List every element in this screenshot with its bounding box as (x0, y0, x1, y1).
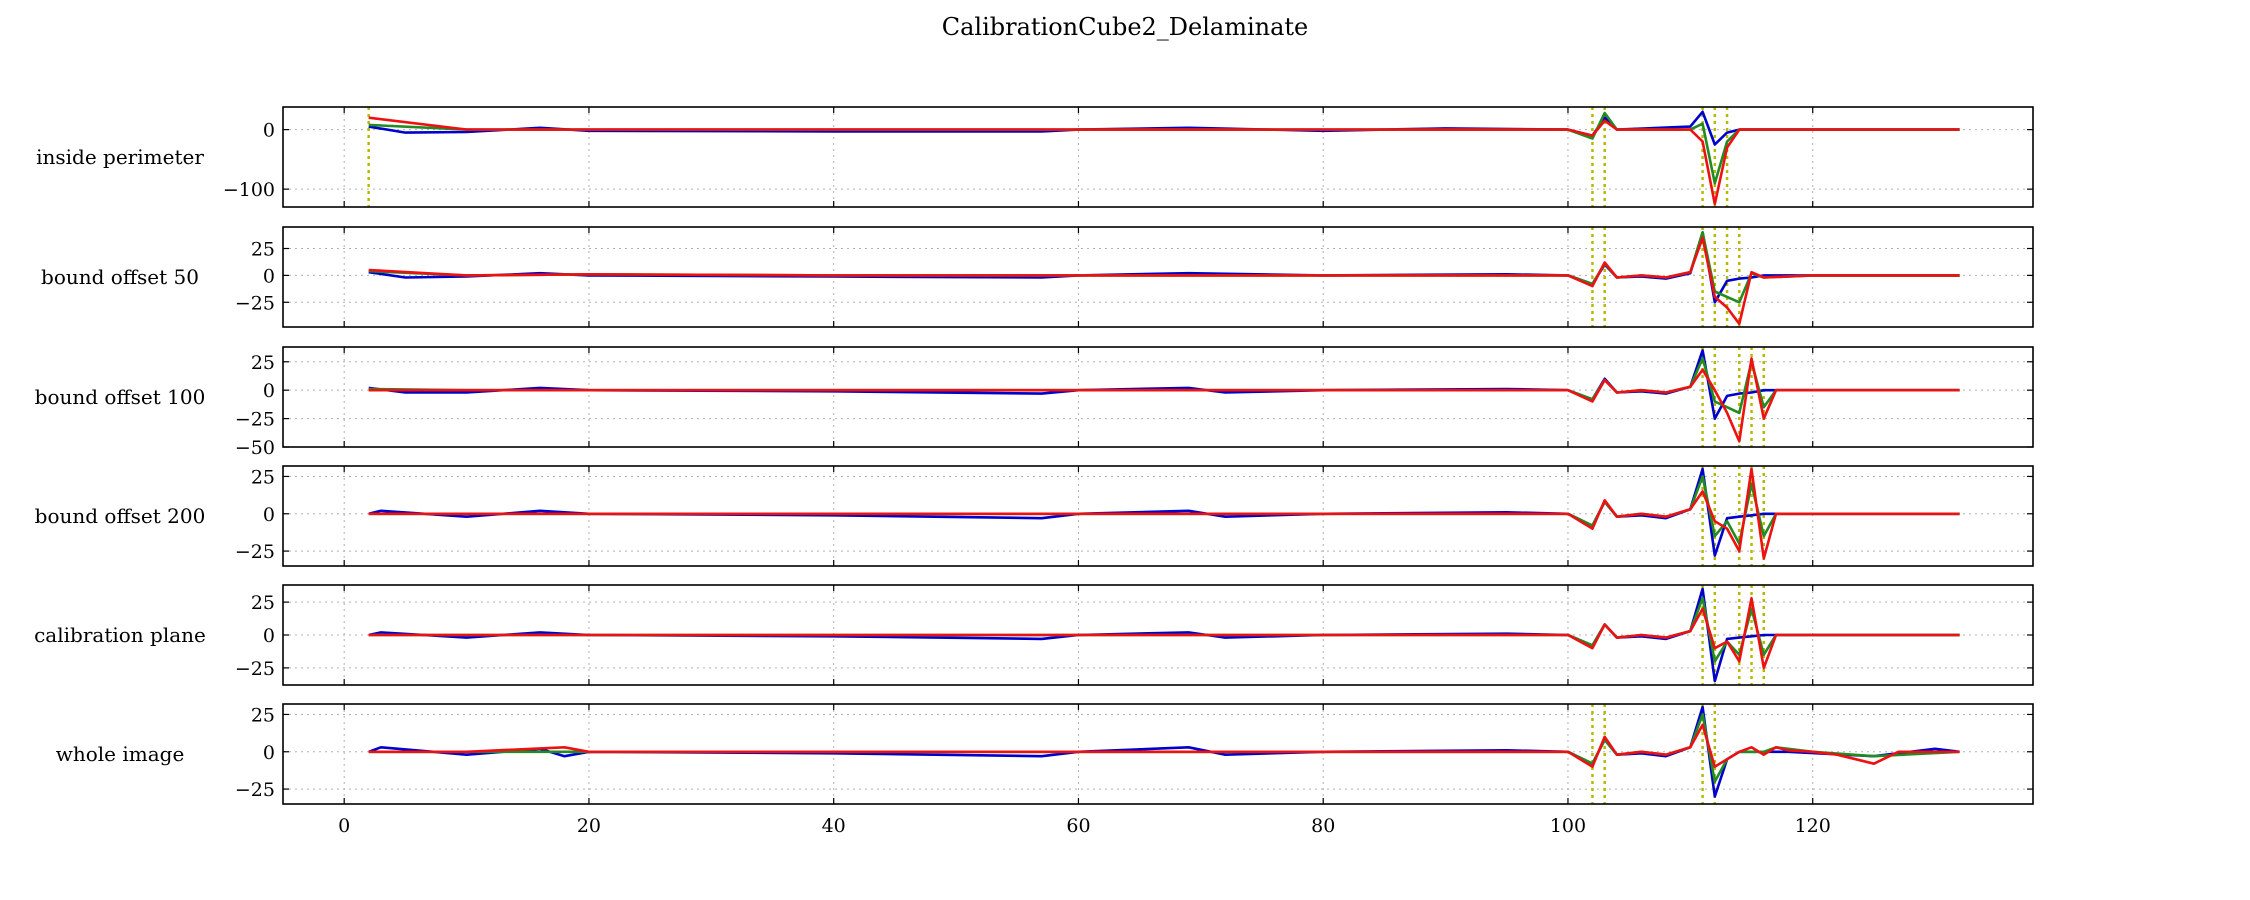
series-line-blue (368, 110, 1960, 146)
y-tick-label: −100 (223, 179, 275, 201)
x-tick-label: 20 (577, 815, 601, 837)
x-tick-label: 80 (1311, 815, 1335, 837)
axes-frame (282, 226, 2034, 328)
series-line-red (368, 596, 1960, 670)
y-tick-label: −25 (235, 409, 275, 431)
plot-area (368, 704, 1960, 804)
series-line-red (368, 723, 1960, 769)
y-tick-label: 25 (251, 239, 275, 261)
subplot-3: bound offset 100 −50 −25 0 25 (35, 346, 2034, 459)
x-tick-label: 120 (1795, 815, 1831, 837)
series-line-red (368, 467, 1960, 560)
plot-area (368, 347, 1960, 447)
y-tick-label: −25 (235, 658, 275, 680)
subplot-ylabel: inside perimeter (36, 145, 204, 169)
y-tick-label: −25 (235, 292, 275, 314)
x-tick-label: 40 (822, 815, 846, 837)
plot-area (367, 107, 1960, 207)
y-tick-label: 0 (263, 625, 275, 647)
x-tick-label: 60 (1066, 815, 1090, 837)
subplot-5: calibration plane −25 0 25 (34, 584, 2034, 686)
plot-area (368, 466, 1960, 566)
series-line-blue (368, 467, 1960, 557)
y-tick-label: 25 (251, 466, 275, 488)
subplot-4: bound offset 200 −25 0 25 (35, 465, 2034, 567)
series-line-green (368, 357, 1960, 415)
axes-frame (282, 465, 2034, 567)
series-line-blue (368, 349, 1960, 420)
subplot-ylabel: calibration plane (34, 623, 206, 647)
subplot-ylabel: bound offset 50 (41, 265, 199, 289)
plot-area (368, 585, 1960, 685)
series-line-green (368, 596, 1960, 663)
y-tick-label: −25 (235, 541, 275, 563)
subplot-ylabel: bound offset 100 (35, 385, 206, 409)
series-line-blue (368, 231, 1960, 304)
y-tick-label: 0 (263, 742, 275, 764)
x-tick-label: 0 (338, 815, 350, 837)
series-line-red (368, 236, 1960, 326)
series-line-red (368, 116, 1960, 206)
subplot-6: whole image −25 0 25 0 20 40 60 80 100 120 (56, 703, 2034, 837)
subplot-ylabel: whole image (56, 742, 185, 766)
subplots: inside perimeter −100 0 bound offset 50 −25 0… (34, 106, 2034, 837)
subplot-2: bound offset 50 −25 0 25 (41, 226, 2034, 328)
axes-frame (282, 346, 2034, 448)
y-tick-label: 25 (251, 704, 275, 726)
y-tick-label: 25 (251, 352, 275, 374)
y-tick-label: 25 (251, 592, 275, 614)
y-tick-label: 0 (263, 265, 275, 287)
plot-area (368, 227, 1960, 327)
y-tick-label: −50 (235, 437, 275, 459)
x-tick-label: 100 (1550, 815, 1586, 837)
axes-frame (282, 703, 2034, 805)
y-tick-label: 0 (263, 380, 275, 402)
y-tick-label: 0 (263, 120, 275, 142)
figure-title: CalibrationCube2_Delaminate (942, 13, 1309, 41)
subplot-1: inside perimeter −100 0 (36, 106, 2034, 208)
series-line-red (368, 357, 1960, 443)
y-tick-label: −25 (235, 779, 275, 801)
y-tick-label: 0 (263, 504, 275, 526)
subplot-ylabel: bound offset 200 (35, 504, 206, 528)
axes-frame (282, 106, 2034, 208)
